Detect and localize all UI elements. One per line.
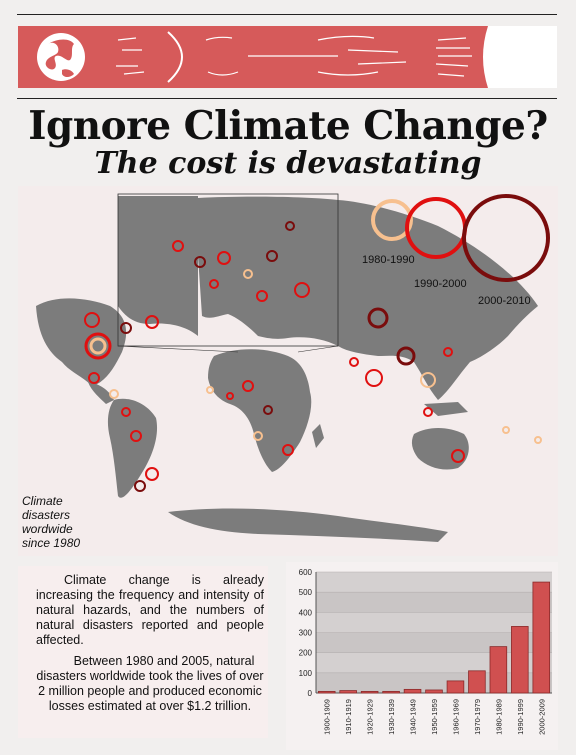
land-masses xyxy=(36,196,538,542)
map-caption-line: wordwide xyxy=(22,522,73,536)
x-tick-label: 1960-1969 xyxy=(451,699,460,735)
bar xyxy=(360,690,379,694)
bar xyxy=(489,646,508,694)
y-tick-label: 400 xyxy=(299,608,313,617)
world-map xyxy=(36,193,550,542)
map-caption-line: disasters xyxy=(22,508,71,522)
x-tick-label: 1970-1979 xyxy=(473,699,482,735)
text-panel xyxy=(18,566,268,738)
bar xyxy=(446,680,465,694)
y-tick-label: 100 xyxy=(299,669,313,678)
legend-label-2000-2010: 2000-2010 xyxy=(478,295,531,307)
y-tick-label: 300 xyxy=(299,629,313,638)
bar xyxy=(425,689,443,694)
page-subtitle: The cost is devastating xyxy=(94,146,482,181)
x-tick-label: 1990-1999 xyxy=(516,699,525,735)
map-caption-line: since 1980 xyxy=(22,536,81,550)
globe-icon xyxy=(37,33,85,81)
bar xyxy=(339,690,357,694)
bar xyxy=(317,690,336,694)
x-tick-label: 1900-1909 xyxy=(323,699,332,735)
x-tick-label: 1920-1929 xyxy=(366,699,375,735)
legend-label-1990-2000: 1990-2000 xyxy=(414,278,467,290)
banner-rule xyxy=(17,98,557,99)
x-tick-label: 1980-1989 xyxy=(494,699,503,735)
disaster-markers xyxy=(84,221,542,492)
bar xyxy=(468,670,486,694)
world-map-panel xyxy=(18,186,558,556)
bar xyxy=(403,688,422,694)
chart-panel: 0 100 200 300 400 500 600 1900-1909 1910-1919 192… xyxy=(286,562,558,750)
plot-band xyxy=(316,592,552,613)
plot-band xyxy=(316,572,552,593)
y-tick-label: 600 xyxy=(299,568,313,577)
bar xyxy=(532,581,551,694)
plot-band xyxy=(316,612,552,633)
paragraph-1: Climate change is already increasing the… xyxy=(36,573,264,647)
x-tick-label: 1910-1919 xyxy=(344,699,353,735)
x-tick-label: 2000-2009 xyxy=(537,699,546,735)
x-tick-label: 1940-1949 xyxy=(409,699,418,735)
y-tick-label: 500 xyxy=(299,588,313,597)
bar xyxy=(382,690,400,694)
legend-circle-2000-2010 xyxy=(462,194,550,282)
bar xyxy=(511,626,529,694)
y-tick-label: 0 xyxy=(308,689,313,698)
map-caption-line: Climate xyxy=(22,494,63,508)
x-tick-label: 1950-1959 xyxy=(430,699,439,735)
map-caption: Climate disasters wordwide since 1980 xyxy=(22,494,80,550)
banner xyxy=(18,26,557,88)
top-rule xyxy=(17,14,557,15)
wind-arrows-icon xyxy=(116,35,472,77)
paragraph-2: Between 1980 and 2005, natural disasters… xyxy=(36,654,264,713)
legend-circle-1980-1990 xyxy=(371,199,413,241)
map-legend xyxy=(371,194,550,282)
x-tick-label: 1930-1939 xyxy=(387,699,396,735)
page-title: Ignore Climate Change? xyxy=(28,103,548,149)
legend-label-1980-1990: 1980-1990 xyxy=(362,254,415,266)
y-tick-label: 200 xyxy=(299,649,313,658)
decade-disasters-chart: 0 100 200 300 400 500 600 1900-1909 1910-1919 192… xyxy=(299,568,552,735)
